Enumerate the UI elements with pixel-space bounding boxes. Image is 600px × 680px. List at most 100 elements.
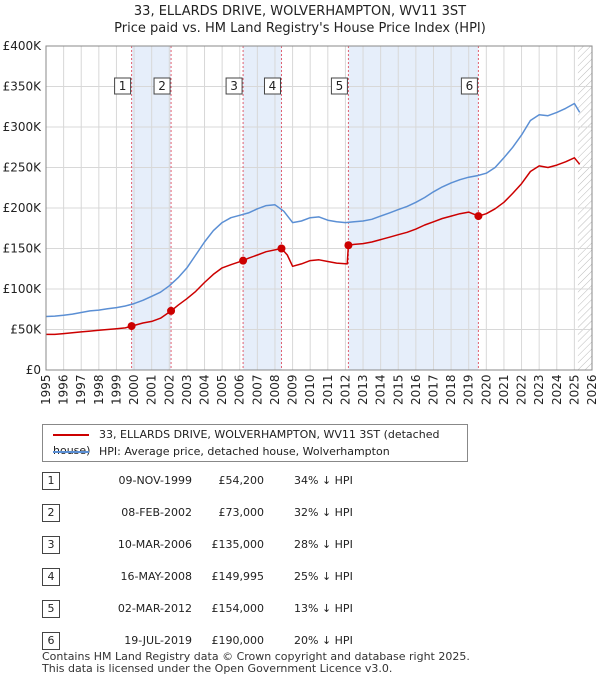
- y-tick-label: £300K: [3, 120, 43, 134]
- x-tick-label: 2011: [321, 374, 335, 405]
- x-tick-label: 1998: [92, 374, 106, 405]
- x-tick-label: 2006: [233, 374, 247, 405]
- sale-label-box: [114, 77, 132, 95]
- legend-label-hpi: HPI: Average price, detached house, Wolv…: [99, 445, 390, 458]
- x-tick-label: 2013: [356, 374, 370, 405]
- x-tick-label: 2014: [374, 374, 388, 405]
- hpi-series-line: [45, 102, 581, 318]
- y-tick-label: £150K: [3, 242, 43, 256]
- x-tick-label: 1999: [109, 374, 123, 405]
- sale-number: 5: [42, 600, 60, 618]
- legend-label-property: 33, ELLARDS DRIVE, WOLVERHAMPTON, WV11 3…: [53, 428, 440, 457]
- sale-point: [167, 306, 176, 315]
- legend-swatch-property: [53, 434, 89, 436]
- sale-hpi-diff: 20% ↓ HPI: [294, 634, 353, 647]
- sale-label-box: [153, 77, 171, 95]
- plot-border: [45, 45, 593, 371]
- x-tick-label: 2023: [532, 374, 546, 405]
- sale-point: [277, 244, 286, 253]
- sale-price: £154,000: [211, 602, 265, 615]
- sale-point: [239, 256, 248, 265]
- sale-point: [474, 212, 483, 221]
- y-tick-label: £200K: [3, 201, 43, 215]
- sale-number: 3: [42, 536, 60, 554]
- chart-title-line2: Price paid vs. HM Land Registry's House …: [114, 21, 486, 36]
- x-tick-label: 1997: [74, 374, 88, 405]
- legend: 33, ELLARDS DRIVE, WOLVERHAMPTON, WV11 3…: [42, 424, 468, 462]
- x-tick-label: 2008: [268, 374, 282, 405]
- sale-label: 5: [336, 79, 344, 93]
- sale-date: 08-FEB-2002: [121, 506, 192, 519]
- sale-row: 1 09-NOV-1999 £54,200 34% ↓ HPI: [42, 472, 442, 492]
- footer-line2: This data is licensed under the Open Gov…: [42, 662, 393, 675]
- sale-label-box: [460, 77, 478, 95]
- sale-label-box: [225, 77, 243, 95]
- x-tick-label: 2004: [198, 374, 212, 405]
- sale-row: 2 08-FEB-2002 £73,000 32% ↓ HPI: [42, 504, 442, 524]
- sale-label: 4: [269, 79, 277, 93]
- sale-number: 1: [42, 472, 60, 490]
- x-tick-label: 2024: [550, 374, 564, 405]
- sale-point: [344, 241, 353, 250]
- x-tick-label: 2018: [444, 374, 458, 405]
- y-tick-label: £400K: [3, 39, 43, 53]
- x-tick-label: 2026: [585, 374, 599, 405]
- x-tick-label: 2017: [426, 374, 440, 405]
- sale-date: 16-MAY-2008: [120, 570, 192, 583]
- sale-price: £135,000: [211, 538, 265, 551]
- sale-row: 6 19-JUL-2019 £190,000 20% ↓ HPI: [42, 632, 442, 652]
- sale-price: £73,000: [218, 506, 265, 519]
- x-tick-label: 2020: [479, 374, 493, 405]
- x-tick-label: 2021: [497, 374, 511, 405]
- sale-date: 19-JUL-2019: [124, 634, 192, 647]
- price-chart: 1 2 3 4 5 6 £0 £50K £100K £150K £200K £250K £300K £35…: [3, 39, 599, 405]
- x-tick-label: 1996: [57, 374, 71, 405]
- sale-label-box: [263, 77, 281, 95]
- x-tick-label: 2005: [215, 374, 229, 405]
- sale-date: 09-NOV-1999: [118, 474, 192, 487]
- sale-label-box: [330, 77, 348, 95]
- x-tick-label: 2001: [145, 374, 159, 405]
- sale-label: 1: [119, 79, 127, 93]
- x-tick-label: 2009: [286, 374, 300, 405]
- sale-row: 3 10-MAR-2006 £135,000 28% ↓ HPI: [42, 536, 442, 556]
- y-tick-label: £100K: [3, 282, 43, 296]
- x-tick-label: 2015: [391, 374, 405, 405]
- sale-row: 4 16-MAY-2008 £149,995 25% ↓ HPI: [42, 568, 442, 588]
- footer-line1: Contains HM Land Registry data © Crown c…: [42, 650, 470, 663]
- legend-item-hpi: HPI: Average price, detached house, Wolv…: [53, 444, 390, 460]
- sale-hpi-diff: 28% ↓ HPI: [294, 538, 353, 551]
- sale-hpi-diff: 25% ↓ HPI: [294, 570, 353, 583]
- sale-label: 2: [158, 79, 166, 93]
- x-tick-label: 2002: [162, 374, 176, 405]
- sale-row: 5 02-MAR-2012 £154,000 13% ↓ HPI: [42, 600, 442, 620]
- x-tick-label: 2010: [303, 374, 317, 405]
- sale-price: £190,000: [211, 634, 265, 647]
- x-tick-label: 2012: [338, 374, 352, 405]
- footer: Contains HM Land Registry data © Crown c…: [42, 651, 470, 675]
- sale-label: 6: [466, 79, 474, 93]
- sale-hpi-diff: 34% ↓ HPI: [294, 474, 353, 487]
- sale-price: £54,200: [218, 474, 265, 487]
- x-tick-label: 2003: [180, 374, 194, 405]
- x-tick-label: 2007: [250, 374, 264, 405]
- sale-number: 6: [42, 632, 60, 650]
- chart-title: 33, ELLARDS DRIVE, WOLVERHAMPTON, WV11 3…: [0, 3, 600, 37]
- legend-item-property: 33, ELLARDS DRIVE, WOLVERHAMPTON, WV11 3…: [53, 427, 467, 457]
- sale-hpi-diff: 13% ↓ HPI: [294, 602, 353, 615]
- sale-hpi-diff: 32% ↓ HPI: [294, 506, 353, 519]
- sale-price: £149,995: [211, 570, 265, 583]
- x-tick-label: 2000: [127, 374, 141, 405]
- y-tick-label: £350K: [3, 80, 43, 94]
- y-tick-label: £50K: [10, 323, 42, 337]
- x-tick-label: 2022: [515, 374, 529, 405]
- x-tick-label: 2019: [462, 374, 476, 405]
- sale-point: [127, 322, 136, 331]
- sale-number: 2: [42, 504, 60, 522]
- x-tick-label: 2016: [409, 374, 423, 405]
- x-tick-label: 2025: [567, 374, 581, 405]
- sale-label: 3: [230, 79, 238, 93]
- sale-number: 4: [42, 568, 60, 586]
- legend-swatch-hpi: [53, 451, 89, 453]
- sale-date: 10-MAR-2006: [117, 538, 192, 551]
